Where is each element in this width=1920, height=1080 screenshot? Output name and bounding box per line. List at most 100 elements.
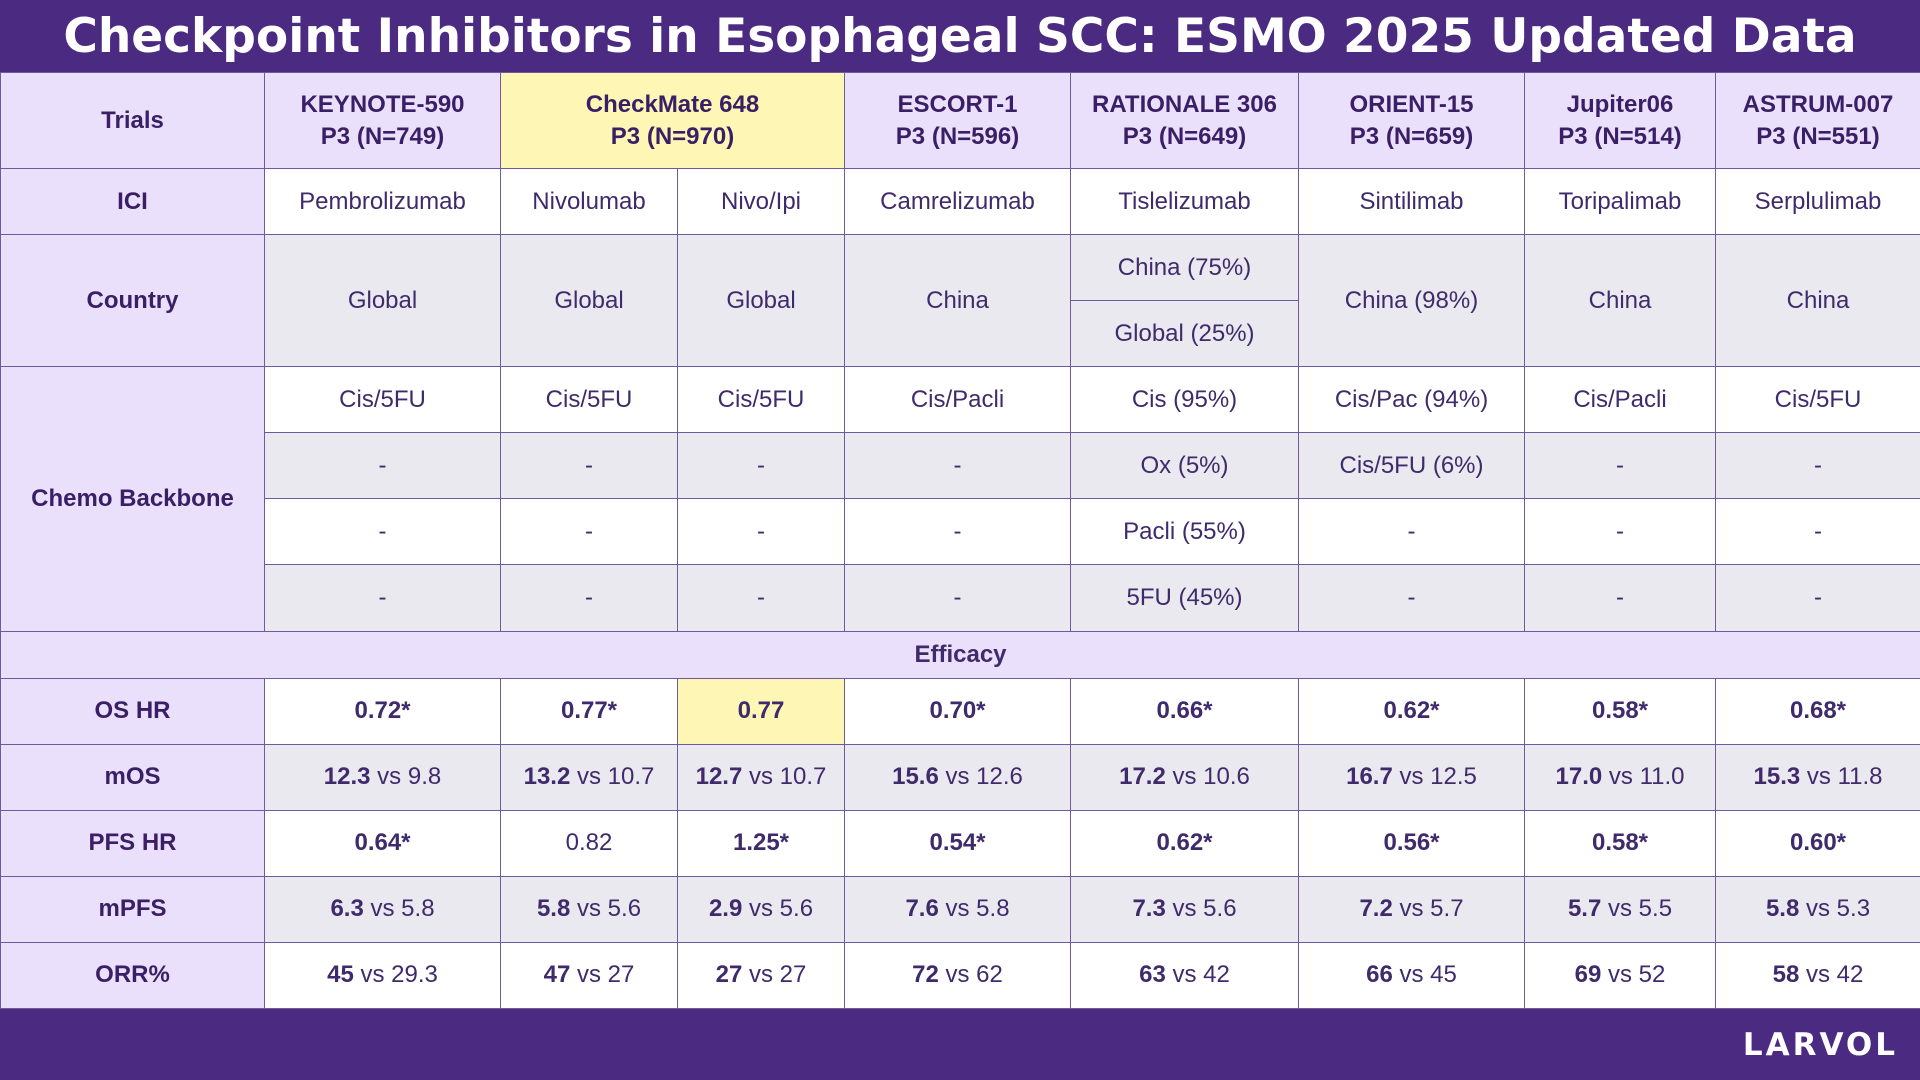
table-cell: Serplulimab	[1715, 168, 1920, 236]
table-cell: Cis/Pac (94%)	[1298, 366, 1525, 434]
value-a: 17.0	[1555, 763, 1603, 791]
table-cell: 0.60*	[1715, 809, 1920, 877]
vs-word: vs	[1806, 961, 1830, 989]
table-cell: -	[1524, 432, 1716, 500]
vs-word: vs	[749, 895, 773, 923]
table-cell: Cis/5FU	[264, 366, 501, 434]
table-cell: Cis/Pacli	[1524, 366, 1716, 434]
table-cell: Sintilimab	[1298, 168, 1525, 236]
value-b: 12.5	[1430, 763, 1477, 791]
trial-header-astrum: ASTRUM-007 P3 (N=551)	[1715, 71, 1920, 170]
table-cell: -	[264, 498, 501, 566]
table-row-chemo-3: - - - - Pacli (55%) - - -	[1, 498, 1920, 566]
row-label-orr: ORR%	[0, 941, 265, 1010]
value-b: 5.6	[1203, 895, 1237, 923]
comparison-table: Trials KEYNOTE-590 P3 (N=749) CheckMate 6…	[0, 71, 1920, 1010]
table-cell: 0.77	[677, 677, 845, 745]
table-cell: 15.3 vs 11.8	[1715, 743, 1920, 811]
row-label-os-hr: OS HR	[0, 677, 265, 745]
value-a: 2.9	[708, 895, 743, 923]
value-b: 27	[607, 961, 635, 989]
vs-word: vs	[577, 961, 601, 989]
vs-word: vs	[749, 961, 773, 989]
table-cell: 45 vs 29.3	[264, 941, 501, 1010]
vs-word: vs	[1172, 763, 1197, 791]
value-b: 27	[779, 961, 807, 989]
table-cell: 2.9 vs 5.6	[677, 875, 845, 943]
table-cell: Global	[500, 234, 678, 368]
trial-name: ESCORT-1	[897, 90, 1018, 118]
table-cell: -	[677, 432, 845, 500]
vs-word: vs	[377, 763, 402, 791]
trial-design: P3 (N=749)	[320, 122, 445, 150]
vs-word: vs	[945, 895, 970, 923]
value-b: 10.6	[1203, 763, 1250, 791]
table-cell: 0.58*	[1524, 677, 1716, 745]
table-cell: Pacli (55%)	[1070, 498, 1299, 566]
table-cell: 0.68*	[1715, 677, 1920, 745]
table-row-chemo-4: - - - - 5FU (45%) - - -	[1, 564, 1920, 632]
value-a: 6.3	[330, 895, 364, 923]
value-a: 27	[715, 961, 743, 989]
table-row-orr: ORR% 45 vs 29.3 47 vs 27 27 vs 27 72 vs …	[0, 941, 1920, 1010]
table-cell: Cis/Pacli	[844, 366, 1071, 434]
vs-word: vs	[1806, 763, 1831, 791]
vs-word: vs	[945, 763, 970, 791]
value-a: 13.2	[523, 763, 571, 791]
table-row-mpfs: mPFS 6.3 vs 5.8 5.8 vs 5.6 2.9 vs 5.6 7.…	[0, 875, 1920, 943]
table-cell: 5.7 vs 5.5	[1524, 875, 1716, 943]
value-a: 72	[912, 961, 939, 989]
table-cell: 58 vs 42	[1715, 941, 1920, 1010]
trial-name: RATIONALE 306	[1092, 90, 1277, 118]
value-b: 12.6	[976, 763, 1023, 791]
value-a: 7.6	[905, 895, 939, 923]
vs-word: vs	[1608, 895, 1632, 923]
value-a: 12.7	[695, 763, 743, 791]
value-b: 5.5	[1638, 895, 1673, 923]
trial-design: P3 (N=514)	[1558, 122, 1682, 150]
table-cell: 0.56*	[1298, 809, 1525, 877]
table-row-country-sub: Global (25%)	[1, 300, 1920, 368]
table-cell: China	[1715, 234, 1920, 368]
vs-word: vs	[1399, 763, 1424, 791]
trial-design: P3 (N=970)	[610, 122, 735, 150]
table-row-ici: ICI Pembrolizumab Nivolumab Nivo/Ipi Cam…	[0, 168, 1920, 236]
table-cell: Global	[264, 234, 501, 368]
table-cell: 69 vs 52	[1524, 941, 1716, 1010]
vs-word: vs	[1399, 961, 1424, 989]
table-cell: 0.64*	[264, 809, 501, 877]
table-cell: Global (25%)	[1070, 300, 1299, 368]
value-a: 45	[327, 961, 354, 989]
table-cell: 16.7 vs 12.5	[1298, 743, 1525, 811]
table-cell: -	[1715, 432, 1920, 500]
value-b: 42	[1836, 961, 1864, 989]
trial-design: P3 (N=596)	[895, 122, 1020, 150]
table-cell: 6.3 vs 5.8	[264, 875, 501, 943]
value-b: 29.3	[391, 961, 438, 989]
value-b: 11.0	[1639, 763, 1685, 791]
value-a: 66	[1366, 961, 1393, 989]
page-title: Checkpoint Inhibitors in Esophageal SCC:…	[63, 8, 1857, 64]
table-row-trials: Trials KEYNOTE-590 P3 (N=749) CheckMate 6…	[0, 71, 1920, 170]
table-cell: 5FU (45%)	[1070, 564, 1299, 632]
table-cell: 0.66*	[1070, 677, 1299, 745]
table-cell: Nivolumab	[500, 168, 678, 236]
table-cell: -	[1298, 498, 1525, 566]
value-b: 42	[1203, 961, 1230, 989]
table-cell: 13.2 vs 10.7	[500, 743, 678, 811]
footer-bar: LARVOL	[0, 1009, 1920, 1080]
table-cell: -	[677, 564, 845, 632]
trial-name: CheckMate 648	[585, 90, 760, 118]
value-b: 5.6	[779, 895, 814, 923]
table-cell: -	[500, 498, 678, 566]
trial-header-orient: ORIENT-15 P3 (N=659)	[1298, 71, 1525, 170]
table-cell: 17.0 vs 11.0	[1524, 743, 1716, 811]
vs-word: vs	[1172, 961, 1197, 989]
table-cell: 66 vs 45	[1298, 941, 1525, 1010]
table-cell: Cis/5FU	[1715, 366, 1920, 434]
table-cell: 12.3 vs 9.8	[264, 743, 501, 811]
table-cell: -	[844, 432, 1071, 500]
table-cell: 15.6 vs 12.6	[844, 743, 1071, 811]
value-a: 12.3	[323, 763, 371, 791]
value-b: 10.7	[607, 763, 655, 791]
